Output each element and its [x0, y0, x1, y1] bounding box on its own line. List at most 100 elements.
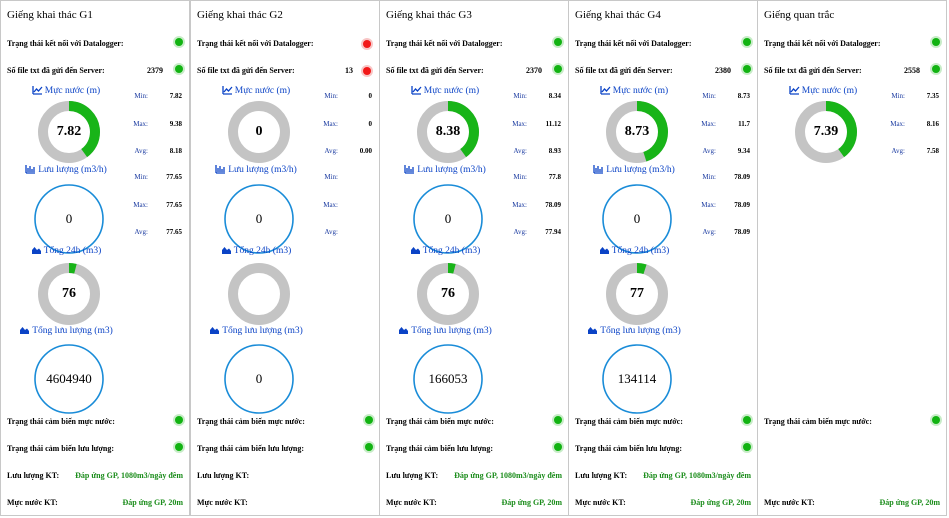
total-flow-gauge-ring [602, 344, 672, 414]
flow-stats-avg-label: Avg: [702, 228, 716, 236]
flow-title[interactable]: Lưu lượng (m3/h) [380, 164, 510, 175]
flow-stats-avg-label: Avg: [134, 228, 148, 236]
flow-stats-max-label: Max: [323, 201, 338, 209]
total-24h-title[interactable]: Tổng 24h (m3) [1, 245, 131, 256]
flow-sensor-status-indicator [175, 443, 183, 451]
flow-stats-avg: Avg: [302, 228, 372, 240]
water-level-gauge-fill [417, 101, 479, 163]
flow-stats-min-label: Min: [702, 173, 716, 181]
water-level-stats-max-label: Max: [133, 120, 148, 128]
total-24h-gauge-fill [38, 263, 100, 325]
water-level-stats-avg-value: 8.18 [169, 147, 182, 155]
level-kt-label: Mực nước KT: [764, 498, 815, 507]
level-kt-value: Đáp ứng GP, 20m [690, 498, 751, 507]
flow-gauge-ring [413, 184, 483, 254]
water-level-stats-min-label: Min: [324, 92, 338, 100]
total-24h-title[interactable]: Tổng 24h (m3) [569, 245, 699, 256]
area-chart-icon [399, 327, 409, 334]
total-flow-gauge-ring [34, 344, 104, 414]
area-chart-icon [20, 327, 30, 334]
flow-kt-label: Lưu lượng KT: [575, 471, 628, 480]
flow-stats-max: Max: 78.09 [491, 201, 561, 213]
flow-title-label: Lưu lượng (m3/h) [38, 165, 107, 175]
datalogger-connection: Trạng thái kết nối với Datalogger: [386, 38, 562, 50]
water-level-stats-max-value: 8.16 [926, 120, 939, 128]
total-flow-title[interactable]: Tổng lưu lượng (m3) [569, 325, 699, 336]
total-flow-gauge-outline [224, 344, 294, 414]
water-level-title[interactable]: Mực nước (m) [758, 85, 888, 96]
total-24h-title-label: Tổng 24h (m3) [43, 246, 102, 256]
flow-title[interactable]: Lưu lượng (m3/h) [191, 164, 321, 175]
well-panel-2: Giếng khai thác G2 Trạng thái kết nối với… [190, 0, 380, 516]
water-level-stats-min-value: 8.34 [548, 92, 561, 100]
water-level-stats-avg-value: 8.93 [548, 147, 561, 155]
water-level-gauge: 8.73 [601, 96, 673, 168]
total-24h-gauge-value: 77 [630, 286, 644, 301]
files-sent-count: 13 [345, 66, 353, 75]
water-level-stats-avg: Avg: 9.34 [680, 147, 750, 159]
water-level-title[interactable]: Mực nước (m) [1, 85, 131, 96]
water-level-stats-min-value: 7.35 [926, 92, 939, 100]
level-kt-label: Mực nước KT: [575, 498, 626, 507]
line-chart-icon [32, 86, 43, 95]
water-level-gauge-ring [38, 101, 100, 163]
water-level-title[interactable]: Mực nước (m) [569, 85, 699, 96]
flow-gauge-outline [602, 184, 672, 254]
water-level-stats-max: Max: 11.12 [491, 120, 561, 132]
files-sent-status-indicator [743, 65, 751, 73]
level-sensor-label: Trạng thái cảm biến mực nước: [386, 417, 494, 426]
total-flow-title[interactable]: Tổng lưu lượng (m3) [1, 325, 131, 336]
water-level-title[interactable]: Mực nước (m) [191, 85, 321, 96]
level-kt-label: Mực nước KT: [197, 498, 248, 507]
flow-sensor-label: Trạng thái cảm biến lưu lượng: [197, 444, 305, 453]
panel-title: Giếng khai thác G1 [7, 9, 93, 21]
water-level-title[interactable]: Mực nước (m) [380, 85, 510, 96]
water-level-stats-max: Max: 9.38 [112, 120, 182, 132]
flow-stats-min: Min: 77.8 [491, 173, 561, 185]
total-24h-gauge-ring [228, 263, 290, 325]
water-level-stats-avg-value: 0.00 [359, 147, 372, 155]
flow-stats-max: Max: 77.65 [112, 201, 182, 213]
flow-kt: Lưu lượng KT: [197, 470, 373, 482]
flow-stats-min-value: 77.8 [548, 173, 561, 181]
flow-stats-avg: Avg: 78.09 [680, 228, 750, 240]
water-level-stats-min: Min: 8.34 [491, 92, 561, 104]
flow-title[interactable]: Lưu lượng (m3/h) [569, 164, 699, 175]
flow-gauge-value: 0 [444, 211, 452, 226]
water-level-title-label: Mực nước (m) [44, 86, 101, 96]
level-sensor-status-indicator [554, 416, 562, 424]
line-chart-icon [600, 86, 611, 95]
water-level-stats-max: Max: 0 [302, 120, 372, 132]
flow-stats-avg-value: 78.09 [734, 228, 750, 236]
flow-stats-avg-label: Avg: [324, 228, 338, 236]
water-level-title-label: Mực nước (m) [801, 86, 858, 96]
total-24h-title-label: Tổng 24h (m3) [611, 246, 670, 256]
level-kt-value: Đáp ứng GP, 20m [879, 498, 940, 507]
water-level-title-label: Mực nước (m) [234, 86, 291, 96]
bar-chart-icon [215, 165, 226, 174]
water-level-stats-min-value: 8.73 [737, 92, 750, 100]
total-flow-title[interactable]: Tổng lưu lượng (m3) [191, 325, 321, 336]
water-level-gauge-ring [795, 101, 857, 163]
flow-stats-avg-value: 77.94 [545, 228, 561, 236]
files-sent-status-indicator [175, 65, 183, 73]
flow-title[interactable]: Lưu lượng (m3/h) [1, 164, 131, 175]
total-24h-title[interactable]: Tổng 24h (m3) [191, 245, 321, 256]
well-panel-4: Giếng khai thác G4 Trạng thái kết nối với… [568, 0, 758, 516]
total-flow-title[interactable]: Tổng lưu lượng (m3) [380, 325, 510, 336]
water-level-gauge-value: 7.82 [56, 124, 82, 139]
flow-stats-avg: Avg: 77.94 [491, 228, 561, 240]
total-flow-title-label: Tổng lưu lượng (m3) [411, 326, 492, 336]
flow-gauge-outline [224, 184, 294, 254]
total-flow-gauge: 134114 [601, 343, 673, 415]
flow-sensor-label: Trạng thái cảm biến lưu lượng: [575, 444, 683, 453]
total-24h-gauge-ring [606, 263, 668, 325]
flow-sensor-status-indicator [743, 443, 751, 451]
total-24h-title[interactable]: Tổng 24h (m3) [380, 245, 510, 256]
level-sensor-status-indicator [175, 416, 183, 424]
flow-sensor: Trạng thái cảm biến lưu lượng: [7, 443, 183, 455]
level-sensor: Trạng thái cảm biến mực nước: [7, 416, 183, 428]
water-level-stats-avg-label: Avg: [702, 147, 716, 155]
water-level-stats-avg-value: 7.58 [926, 147, 939, 155]
